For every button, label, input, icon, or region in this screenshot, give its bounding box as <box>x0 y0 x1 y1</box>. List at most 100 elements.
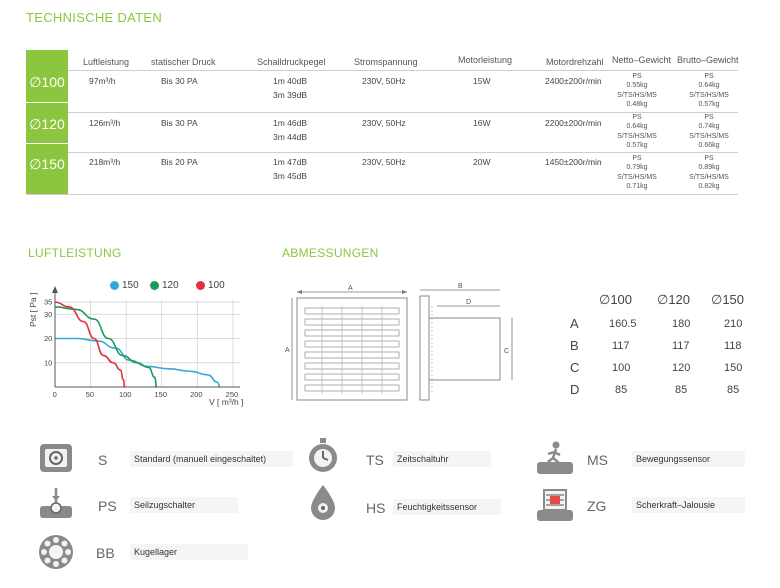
dim-label-a: A <box>348 285 353 292</box>
dimension-drawing: A A B D C <box>285 283 513 401</box>
y-tick-label: 10 <box>44 358 52 367</box>
front-view: A A <box>285 285 408 401</box>
flow-value: 97m³/h <box>89 76 116 86</box>
gross-weight: 0.82kg <box>698 182 720 190</box>
voltage-value: 230V, 50Hz <box>362 118 406 128</box>
feature-label-zg: Scherkraft–Jalousie <box>632 497 745 513</box>
col-header-druck: statischer Druck <box>151 57 216 67</box>
ball-bearing-icon <box>39 535 73 569</box>
y-axis-label: Pst [ Pa ] <box>28 293 38 328</box>
rpm-value: 2200±200r/min <box>545 118 602 128</box>
y-tick-label: 30 <box>44 310 52 319</box>
y-tick-label: 35 <box>44 298 52 307</box>
voltage-value: 230V, 50Hz <box>362 157 406 167</box>
table-line <box>26 194 738 195</box>
feature-label-bb: Kugellager <box>130 544 248 560</box>
legend-dot <box>150 281 159 290</box>
louver-slat <box>304 318 400 326</box>
gross-type: S/TS/HS/MS <box>689 174 729 181</box>
humidity-drop-icon <box>311 485 335 520</box>
rpm-value: 1450±200r/min <box>545 157 602 167</box>
gross-type: PS <box>704 73 714 80</box>
power-value: 16W <box>473 118 491 128</box>
net-weight: 0.57kg <box>626 141 648 149</box>
gross-weight: 0.57kg <box>698 100 720 108</box>
airflow-chart: 0 50 100 150 200 250 10 20 30 35 V [ m³/h ] Pst [… <box>28 286 243 407</box>
dim-header-100: ∅100 <box>599 292 633 307</box>
gross-weight: 0.74kg <box>698 122 720 130</box>
noise-3m: 3m 39dB <box>273 90 308 100</box>
gross-weight: 0.66kg <box>698 141 720 149</box>
size-column <box>26 50 68 194</box>
dim-header-150: ∅150 <box>711 292 745 307</box>
flow-value: 126m³/h <box>89 118 121 128</box>
dim-label-b: B <box>458 283 463 290</box>
shutter-icon <box>537 489 573 521</box>
noise-1m: 1m 40dB <box>273 76 308 86</box>
net-type: S/TS/HS/MS <box>617 92 657 99</box>
gross-weight: 0.89kg <box>698 163 720 171</box>
louver-slat <box>304 351 400 359</box>
noise-3m: 3m 45dB <box>273 171 308 181</box>
feature-label-s: Standard (manuell eingeschaltet) <box>130 451 293 467</box>
feature-label-ps: Seilzugschalter <box>130 497 238 513</box>
x-tick-label: 0 <box>53 390 57 399</box>
pull-cord-icon <box>40 488 72 518</box>
legend-120: 120 <box>150 280 179 291</box>
standard-fan-icon <box>40 444 72 472</box>
side-view: B D C <box>419 283 513 401</box>
legend-100: 100 <box>196 280 225 291</box>
legend-150: 150 <box>110 280 139 291</box>
series-line-120 <box>54 306 158 388</box>
voltage-value: 230V, 50Hz <box>362 76 406 86</box>
feature-code-bb: BB <box>96 545 115 561</box>
size-label-120: ∅120 <box>29 115 65 132</box>
timer-icon <box>309 438 337 472</box>
net-type: S/TS/HS/MS <box>617 174 657 181</box>
dim-label-a-side: A <box>285 347 290 354</box>
feature-label-ms: Bewegungssensor <box>632 451 745 467</box>
abmessungen-heading: ABMESSUNGEN <box>282 246 379 260</box>
feature-code-ms: MS <box>587 452 608 468</box>
dim-header-120: ∅120 <box>657 292 691 307</box>
flow-value: 218m³/h <box>89 157 121 167</box>
rpm-value: 2400±200r/min <box>545 76 602 86</box>
dim-label-d: D <box>466 299 471 306</box>
louver-slat <box>304 362 400 370</box>
x-tick-label: 50 <box>86 390 94 399</box>
net-weight: 0.55kg <box>626 81 648 89</box>
gross-type: PS <box>704 155 714 162</box>
col-header-spannung: Stromspannung <box>354 57 418 67</box>
series-line-100 <box>54 301 126 388</box>
pressure-value: Bis 30 PA <box>161 76 198 86</box>
feature-code-s: S <box>98 452 108 468</box>
net-weight: 0.48kg <box>626 100 648 108</box>
net-weight: 0.64kg <box>626 122 648 130</box>
power-value: 20W <box>473 157 491 167</box>
feature-code-hs: HS <box>366 500 386 516</box>
table-line <box>68 152 738 153</box>
series-line-150 <box>55 337 221 388</box>
page-title: TECHNISCHE DATEN <box>26 10 163 25</box>
dim-label-c: C <box>504 348 509 355</box>
feature-code-ps: PS <box>98 498 117 514</box>
x-tick-label: 200 <box>190 390 203 399</box>
power-value: 15W <box>473 76 491 86</box>
pressure-value: Bis 20 PA <box>161 157 198 167</box>
noise-3m: 3m 44dB <box>273 132 308 142</box>
table-line <box>68 70 738 71</box>
motion-sensor-icon <box>537 441 573 474</box>
louver-slat <box>304 340 400 348</box>
feature-label-ts: Zeitschaltuhr <box>393 451 491 467</box>
noise-1m: 1m 47dB <box>273 157 308 167</box>
col-header-drehzahl: Motordrehzahl <box>546 57 604 67</box>
luftleistung-heading: LUFTLEISTUNG <box>28 246 122 260</box>
net-type: PS <box>632 114 642 121</box>
x-tick-label: 150 <box>155 390 168 399</box>
col-header-brutto: Brutto–Gewicht <box>677 55 739 65</box>
x-tick-label: 100 <box>119 390 132 399</box>
feature-code-zg: ZG <box>587 498 607 514</box>
table-line <box>68 112 738 113</box>
net-weight: 0.79kg <box>626 163 648 171</box>
legend-dot <box>110 281 119 290</box>
